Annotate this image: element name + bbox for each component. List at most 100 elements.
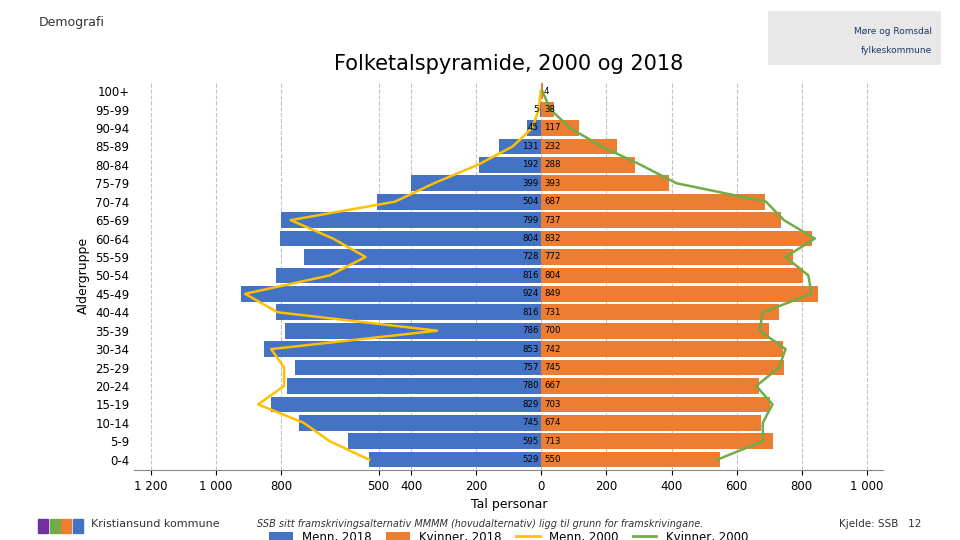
- Text: 45: 45: [528, 124, 539, 132]
- Menn, 2000: [360, 254, 372, 260]
- Text: 742: 742: [544, 345, 561, 354]
- Text: 829: 829: [522, 400, 539, 409]
- Kvinner, 2000: [754, 327, 765, 334]
- Text: 728: 728: [522, 253, 539, 261]
- Bar: [541, 378, 758, 394]
- Menn, 2000: [364, 456, 375, 463]
- Bar: [541, 212, 781, 228]
- Bar: [541, 102, 554, 117]
- Bar: [377, 194, 541, 210]
- Menn, 2000: [389, 199, 400, 205]
- Y-axis label: Aldergruppe: Aldergruppe: [77, 237, 89, 314]
- Bar: [295, 360, 541, 375]
- Kvinner, 2000: [779, 217, 790, 224]
- Bar: [541, 267, 804, 284]
- Menn, 2000: [265, 346, 276, 352]
- Bar: [281, 212, 541, 228]
- Text: 393: 393: [544, 179, 561, 188]
- Text: 5: 5: [533, 105, 539, 114]
- Text: 786: 786: [522, 326, 539, 335]
- Kvinner, 2000: [805, 291, 817, 297]
- Bar: [541, 139, 617, 154]
- Kvinner, 2000: [780, 346, 791, 352]
- Bar: [264, 341, 541, 357]
- Text: 687: 687: [544, 197, 561, 206]
- Text: 288: 288: [544, 160, 561, 170]
- Title: Folketalspyramide, 2000 og 2018: Folketalspyramide, 2000 og 2018: [334, 54, 684, 74]
- Bar: [276, 305, 541, 320]
- Kvinner, 2000: [711, 456, 723, 463]
- Bar: [541, 323, 769, 339]
- Kvinner, 2000: [564, 125, 576, 131]
- Bar: [412, 176, 541, 191]
- Kvinner, 2000: [760, 199, 772, 205]
- Bar: [541, 341, 783, 357]
- Text: 700: 700: [544, 326, 561, 335]
- Bar: [541, 176, 669, 191]
- Kvinner, 2000: [635, 161, 646, 168]
- Text: 529: 529: [522, 455, 539, 464]
- Text: 595: 595: [522, 437, 539, 445]
- Bar: [541, 83, 542, 99]
- Line: Kvinner, 2000: Kvinner, 2000: [542, 91, 815, 460]
- Text: 745: 745: [544, 363, 561, 372]
- Bar: [348, 434, 541, 449]
- Text: 550: 550: [544, 455, 561, 464]
- X-axis label: Tal personar: Tal personar: [470, 498, 547, 511]
- Bar: [370, 452, 541, 468]
- Text: 399: 399: [522, 179, 539, 188]
- Kvinner, 2000: [671, 180, 683, 186]
- Bar: [498, 139, 541, 154]
- Text: Demografi: Demografi: [38, 16, 105, 29]
- Bar: [541, 194, 765, 210]
- Menn, 2000: [278, 364, 290, 371]
- Kvinner, 2000: [773, 364, 784, 371]
- Text: 117: 117: [544, 124, 561, 132]
- Text: 192: 192: [522, 160, 539, 170]
- Menn, 2000: [272, 309, 283, 315]
- Bar: [541, 157, 636, 173]
- Kvinner, 2000: [809, 235, 821, 242]
- Bar: [541, 434, 774, 449]
- Bar: [287, 378, 541, 394]
- Text: 38: 38: [544, 105, 555, 114]
- Bar: [541, 286, 818, 302]
- Bar: [541, 360, 784, 375]
- Legend: Menn, 2018, Kvinner, 2018, Menn, 2000, Kvinner, 2000: Menn, 2018, Kvinner, 2018, Menn, 2000, K…: [265, 526, 753, 540]
- Menn, 2000: [533, 106, 544, 113]
- Menn, 2000: [285, 217, 297, 224]
- Kvinner, 2000: [544, 106, 556, 113]
- Bar: [541, 452, 720, 468]
- Bar: [541, 305, 780, 320]
- Bar: [304, 249, 541, 265]
- Text: Kristiansund kommune: Kristiansund kommune: [91, 519, 220, 529]
- Text: 674: 674: [544, 418, 561, 427]
- Menn, 2000: [239, 291, 251, 297]
- Text: 816: 816: [522, 271, 539, 280]
- Text: Møre og Romsdal: Møre og Romsdal: [854, 27, 932, 36]
- Text: 703: 703: [544, 400, 561, 409]
- Text: 757: 757: [522, 363, 539, 372]
- Text: 816: 816: [522, 308, 539, 317]
- Bar: [527, 120, 541, 136]
- Bar: [541, 249, 793, 265]
- Kvinner, 2000: [757, 438, 769, 444]
- Menn, 2000: [431, 327, 443, 334]
- Line: Menn, 2000: Menn, 2000: [245, 91, 540, 460]
- Kvinner, 2000: [803, 272, 814, 279]
- Menn, 2000: [507, 143, 518, 150]
- Text: fylkeskommune: fylkeskommune: [861, 46, 932, 55]
- Menn, 2000: [526, 125, 538, 131]
- Kvinner, 2000: [751, 383, 762, 389]
- Bar: [241, 286, 541, 302]
- Menn, 2000: [472, 161, 484, 168]
- Bar: [540, 102, 541, 117]
- Bar: [276, 267, 541, 284]
- Text: 924: 924: [522, 289, 539, 298]
- Bar: [479, 157, 541, 173]
- Bar: [541, 120, 580, 136]
- Kvinner, 2000: [780, 254, 791, 260]
- Text: 832: 832: [544, 234, 561, 243]
- Text: 804: 804: [544, 271, 561, 280]
- Menn, 2000: [298, 420, 309, 426]
